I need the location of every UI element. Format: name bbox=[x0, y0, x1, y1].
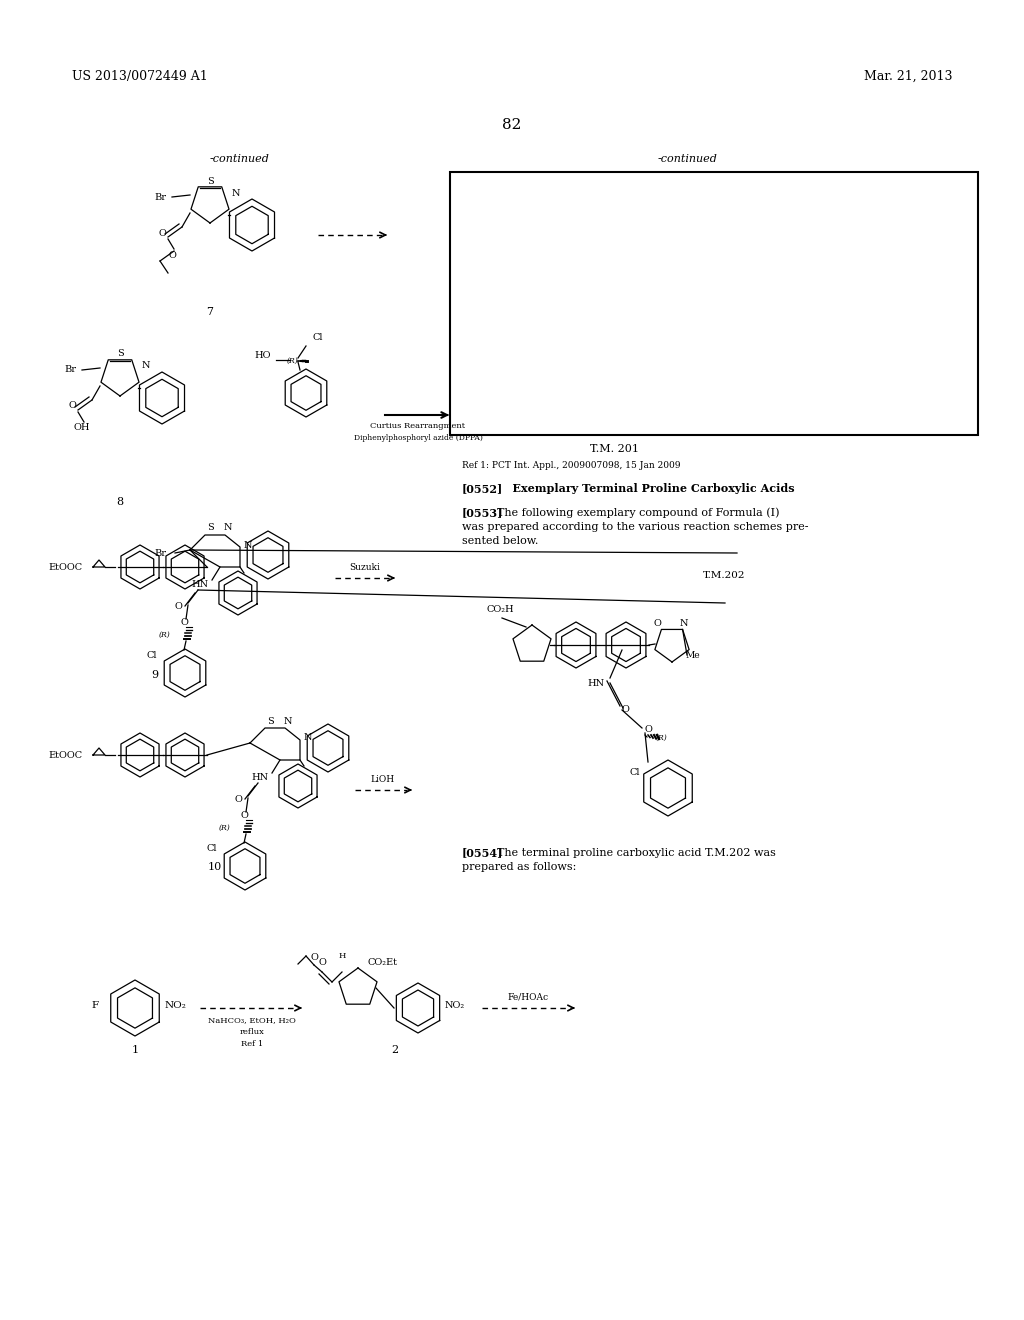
Text: O: O bbox=[168, 251, 176, 260]
Text: (R): (R) bbox=[159, 631, 171, 639]
Text: (R): (R) bbox=[656, 734, 668, 742]
Text: sented below.: sented below. bbox=[462, 536, 539, 546]
Text: 2: 2 bbox=[391, 1045, 398, 1055]
Text: O: O bbox=[158, 228, 166, 238]
Text: NO₂: NO₂ bbox=[445, 1001, 465, 1010]
Text: 10: 10 bbox=[208, 862, 222, 873]
Text: reflux: reflux bbox=[240, 1028, 264, 1036]
Text: Br: Br bbox=[154, 193, 166, 202]
Text: [0552]: [0552] bbox=[462, 483, 503, 494]
Text: NaHCO₃, EtOH, H₂O: NaHCO₃, EtOH, H₂O bbox=[208, 1016, 296, 1024]
Text: Me: Me bbox=[686, 652, 700, 660]
Text: The terminal proline carboxylic acid T.M.202 was: The terminal proline carboxylic acid T.M… bbox=[497, 847, 776, 858]
Text: S: S bbox=[266, 717, 273, 726]
Text: O: O bbox=[622, 705, 629, 714]
Text: S: S bbox=[117, 350, 123, 359]
Text: EtOOC: EtOOC bbox=[48, 564, 82, 572]
Text: O: O bbox=[68, 401, 76, 411]
Text: was prepared according to the various reaction schemes pre-: was prepared according to the various re… bbox=[462, 521, 809, 532]
Text: LiOH: LiOH bbox=[371, 775, 395, 784]
Text: -continued: -continued bbox=[210, 154, 270, 164]
Text: Suzuki: Suzuki bbox=[349, 564, 381, 572]
Text: OH: OH bbox=[74, 424, 90, 433]
Text: N: N bbox=[680, 619, 688, 628]
Text: O: O bbox=[180, 618, 188, 627]
Text: N: N bbox=[304, 734, 312, 742]
Text: [0553]: [0553] bbox=[462, 507, 504, 517]
Text: NO₂: NO₂ bbox=[164, 1001, 186, 1010]
Text: T.M. 201: T.M. 201 bbox=[590, 444, 639, 454]
Text: Exemplary Terminal Proline Carboxylic Acids: Exemplary Terminal Proline Carboxylic Ac… bbox=[497, 483, 795, 494]
Text: Ref 1: Ref 1 bbox=[241, 1040, 263, 1048]
Text: Curtius Rearrangment: Curtius Rearrangment bbox=[371, 422, 466, 430]
Text: -continued: -continued bbox=[658, 154, 718, 164]
Text: Br: Br bbox=[154, 549, 166, 557]
Text: HN: HN bbox=[588, 678, 604, 688]
Text: O: O bbox=[318, 958, 326, 968]
Text: CO₂H: CO₂H bbox=[486, 605, 514, 614]
Text: Cl: Cl bbox=[207, 843, 217, 853]
Text: Cl: Cl bbox=[146, 651, 158, 660]
Text: Br: Br bbox=[63, 366, 76, 375]
Text: Ref 1: PCT Int. Appl., 2009007098, 15 Jan 2009: Ref 1: PCT Int. Appl., 2009007098, 15 Ja… bbox=[462, 461, 681, 470]
Text: N: N bbox=[244, 540, 252, 549]
Text: H: H bbox=[338, 952, 346, 960]
Text: 1: 1 bbox=[131, 1045, 138, 1055]
Text: F: F bbox=[91, 1001, 98, 1010]
Text: 82: 82 bbox=[503, 117, 521, 132]
Text: prepared as follows:: prepared as follows: bbox=[462, 862, 577, 873]
Text: N: N bbox=[232, 189, 241, 198]
Text: T.M.202: T.M.202 bbox=[702, 572, 745, 579]
Text: Mar. 21, 2013: Mar. 21, 2013 bbox=[863, 70, 952, 83]
Text: Cl: Cl bbox=[312, 333, 324, 342]
Text: 7: 7 bbox=[207, 308, 213, 317]
Text: HN: HN bbox=[252, 774, 268, 781]
Text: [0554]: [0554] bbox=[462, 847, 504, 858]
Text: EtOOC: EtOOC bbox=[48, 751, 82, 760]
Text: O: O bbox=[644, 725, 652, 734]
Text: S: S bbox=[207, 524, 213, 532]
Bar bbox=[450, 172, 978, 436]
Text: The following exemplary compound of Formula (I): The following exemplary compound of Form… bbox=[497, 507, 779, 517]
Text: N: N bbox=[224, 524, 232, 532]
Text: HO: HO bbox=[255, 351, 271, 360]
Text: Diphenylphosphoryl azide (DPPA): Diphenylphosphoryl azide (DPPA) bbox=[353, 434, 482, 442]
Text: Cl: Cl bbox=[630, 768, 640, 777]
Text: N: N bbox=[284, 717, 292, 726]
Text: 8: 8 bbox=[117, 498, 124, 507]
Text: (R): (R) bbox=[287, 356, 299, 366]
Text: O: O bbox=[174, 602, 182, 611]
Text: Fe/HOAc: Fe/HOAc bbox=[508, 993, 549, 1002]
Text: HN: HN bbox=[191, 579, 209, 589]
Text: O: O bbox=[234, 795, 242, 804]
Text: US 2013/0072449 A1: US 2013/0072449 A1 bbox=[72, 70, 208, 83]
Text: CO₂Et: CO₂Et bbox=[367, 958, 397, 968]
Text: N: N bbox=[142, 362, 151, 371]
Text: 9: 9 bbox=[152, 671, 159, 680]
Text: (R): (R) bbox=[219, 824, 230, 832]
Text: S: S bbox=[207, 177, 213, 186]
Text: O: O bbox=[653, 619, 660, 628]
Text: O: O bbox=[310, 953, 317, 962]
Text: O: O bbox=[240, 810, 248, 820]
